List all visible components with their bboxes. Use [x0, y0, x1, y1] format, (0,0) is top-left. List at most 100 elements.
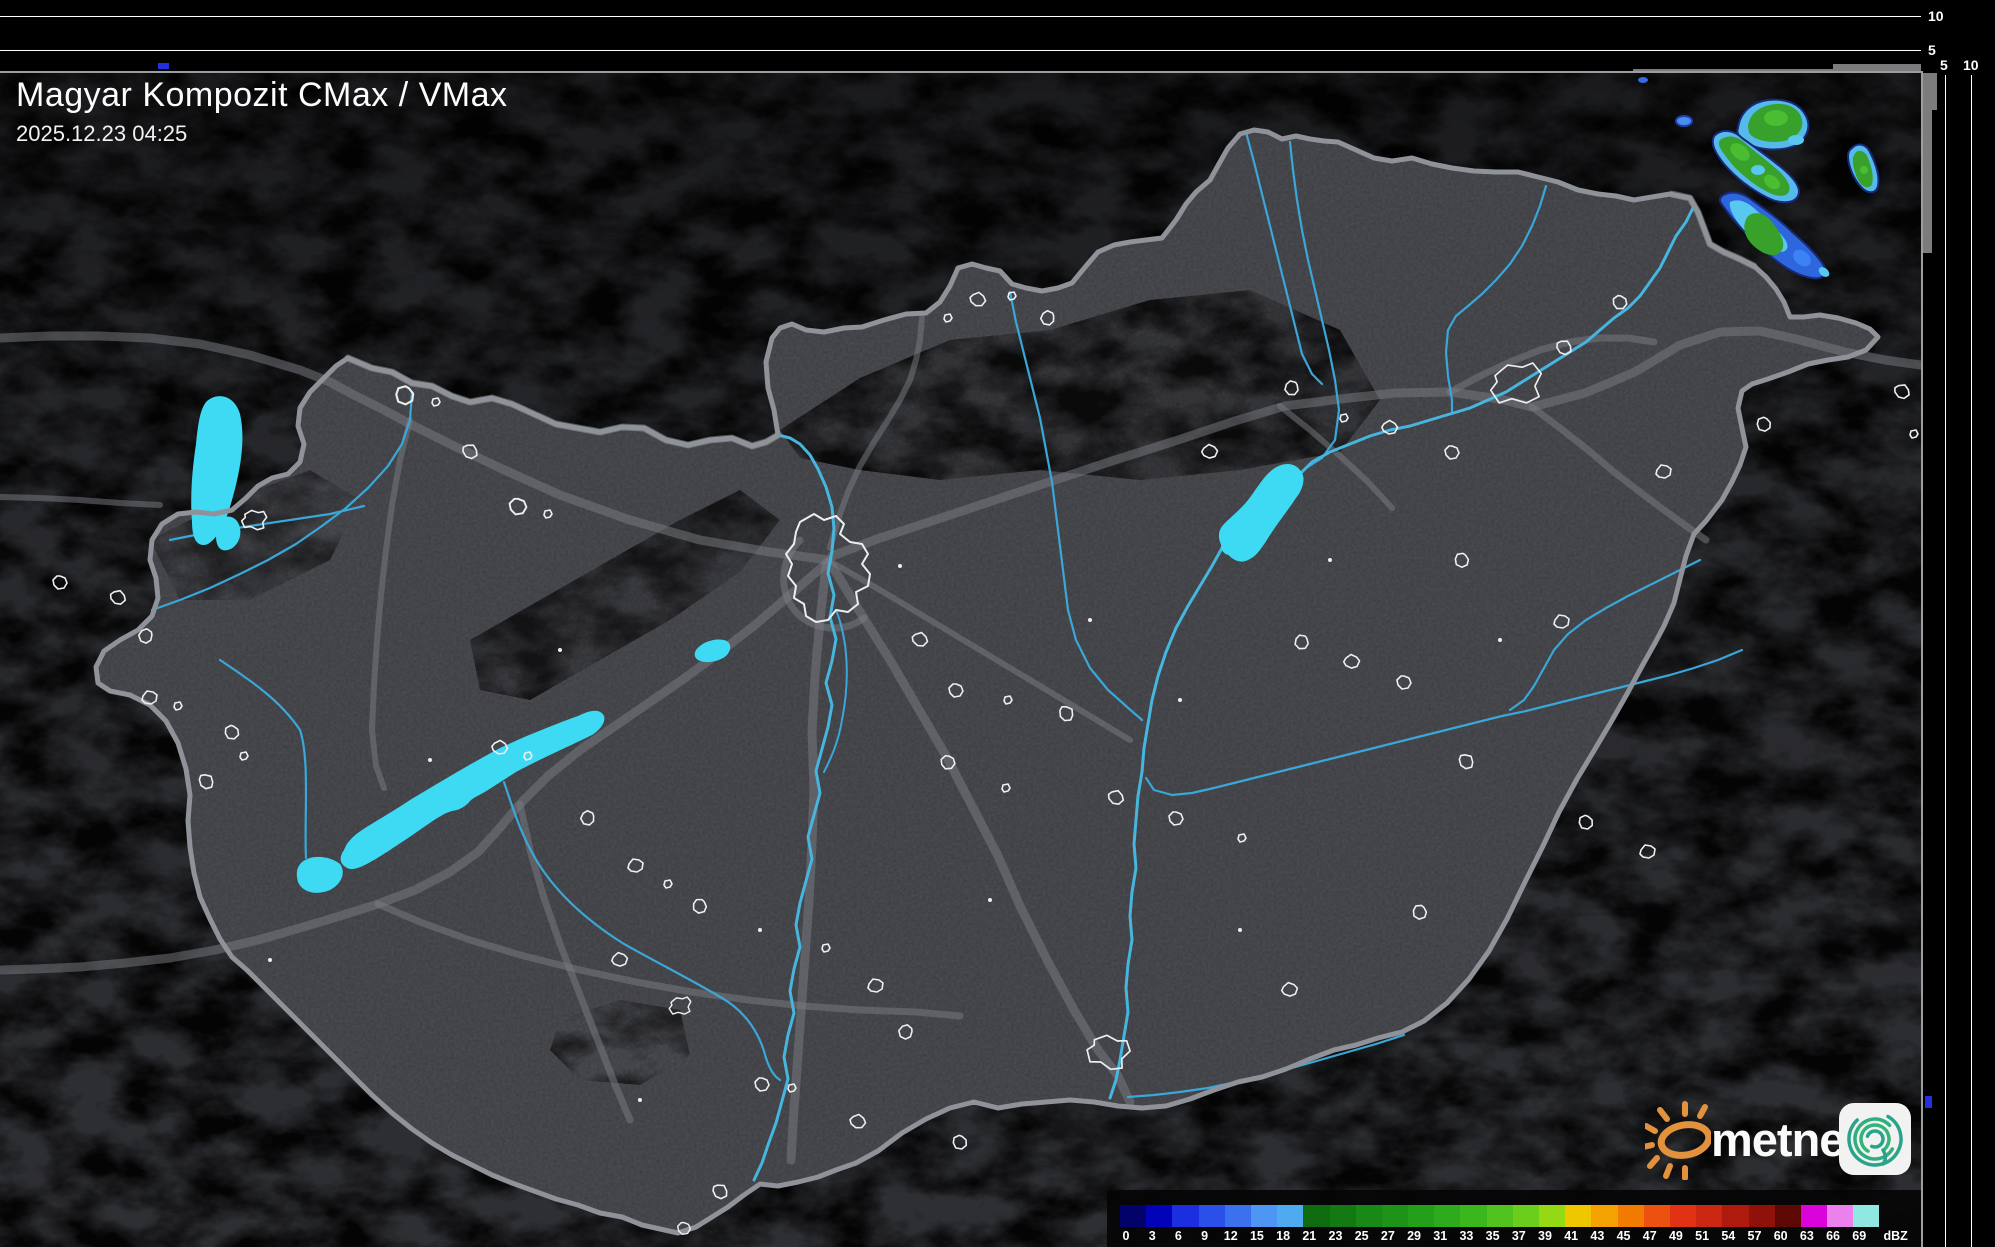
right-profile-histogram-low	[1923, 110, 1932, 253]
road-east-branch	[1277, 403, 1395, 511]
right-profile-tick-5: 5	[1940, 57, 1948, 73]
metnet-logo: metnet	[1640, 1098, 1915, 1181]
dbz-cell: 45	[1617, 1205, 1644, 1243]
road-west-exit	[0, 494, 163, 508]
dbz-cell-label: 39	[1538, 1229, 1552, 1243]
top-profile-blue-marker	[158, 63, 169, 69]
dbz-cell-label: 45	[1616, 1229, 1631, 1243]
dbz-cell: 12	[1224, 1205, 1251, 1243]
dbz-cell: 54	[1721, 1205, 1749, 1243]
road-north	[827, 315, 925, 551]
echo-cell-east	[1847, 143, 1880, 194]
lake-ferto-sliver	[216, 516, 241, 551]
map-canvas	[0, 73, 1926, 1247]
dbz-cell-label: 37	[1511, 1229, 1526, 1243]
radar-map: Magyar Kompozit CMax / VMax 2025.12.23 0…	[0, 73, 1926, 1247]
dbz-cell-label: 63	[1799, 1229, 1814, 1243]
road-network	[0, 315, 1926, 1165]
road-nyiregyhaza	[1446, 334, 1658, 396]
dbz-cell-label: 23	[1328, 1229, 1343, 1243]
dbz-cell: 29	[1407, 1205, 1435, 1243]
dbz-cell: 9	[1198, 1205, 1225, 1243]
dbz-cell-label: 49	[1668, 1229, 1683, 1243]
dbz-cell: 51	[1695, 1205, 1723, 1243]
dbz-cell-label: 60	[1773, 1229, 1788, 1243]
dbz-cell-label: 31	[1433, 1229, 1448, 1243]
dbz-cell-label: 66	[1826, 1229, 1841, 1243]
dbz-cell: 66	[1826, 1205, 1854, 1243]
dbz-legend: 0 3 6 9 12 15 18 21 23 25 27 29 31 33 35 37 39 41 43 45 47 49…	[1107, 1190, 1921, 1247]
dbz-cell: 60	[1774, 1205, 1801, 1243]
lake-tisza	[1218, 464, 1304, 562]
page-title: Magyar Kompozit CMax / VMax	[16, 76, 508, 114]
river-raba	[150, 390, 414, 612]
dbz-cell: 69	[1852, 1205, 1880, 1243]
map-right-border	[1921, 71, 1923, 1247]
road-m35	[1528, 403, 1710, 544]
river-danube-arm	[823, 609, 848, 773]
dbz-cell-label: 25	[1354, 1229, 1369, 1243]
dbz-cell-label: 43	[1590, 1229, 1605, 1243]
river-tisza	[1108, 204, 1696, 1100]
river-koros-branch	[1508, 558, 1702, 712]
dbz-cell: 25	[1355, 1205, 1382, 1243]
road-ring-m0	[780, 536, 868, 632]
dbz-scale-cells: 0 3 6 9 12 15 18 21 23 25 27 29 31 33 35 37 39 41 43 45 47 49…	[1120, 1205, 1880, 1243]
dbz-cell: 15	[1250, 1205, 1278, 1243]
river-zagyva	[1008, 290, 1144, 722]
dbz-cell-label: 9	[1201, 1229, 1209, 1243]
river-koros	[1144, 648, 1744, 797]
dbz-cell-label: 12	[1223, 1229, 1238, 1243]
settlements	[52, 289, 1919, 1236]
dbz-cell: 21	[1302, 1205, 1330, 1243]
river-hernad	[1244, 130, 1324, 386]
lake-kis-balaton	[296, 856, 343, 893]
dbz-unit-label: dBZ	[1883, 1229, 1908, 1243]
lake-balaton	[340, 710, 605, 870]
dbz-cell: 0	[1120, 1205, 1147, 1243]
dbz-cell-label: 21	[1302, 1229, 1317, 1243]
lakes	[191, 396, 1304, 893]
dbz-cell-label: 29	[1407, 1229, 1422, 1243]
top-profile-gridline-5	[0, 50, 1921, 51]
dbz-cell-label: 6	[1174, 1229, 1182, 1243]
lake-ferto	[191, 396, 243, 546]
settlement-dots	[268, 558, 1502, 1102]
dbz-cell-label: 57	[1747, 1229, 1762, 1243]
river-sio	[502, 780, 782, 1082]
map-top-border	[0, 71, 1921, 73]
road-gyor-south	[369, 417, 413, 791]
dbz-cell: 39	[1538, 1205, 1566, 1243]
right-profile-gridline-10	[1971, 75, 1972, 1247]
top-profile-gridline-10	[0, 16, 1921, 17]
road-south-eastwest	[374, 900, 964, 1020]
echo-cell-small	[1675, 115, 1693, 127]
dbz-cell: 41	[1564, 1205, 1592, 1243]
radar-echoes	[1638, 77, 1880, 280]
dbz-cell-label: 35	[1485, 1229, 1500, 1243]
dbz-cell: 63	[1800, 1205, 1828, 1243]
dbz-cell-label: 3	[1148, 1229, 1156, 1243]
dbz-cell-label: 54	[1721, 1229, 1736, 1243]
right-profile-gridline-5	[1945, 75, 1946, 1247]
dbz-cell: 33	[1459, 1205, 1487, 1243]
dbz-cell: 43	[1590, 1205, 1618, 1243]
dbz-cell-label: 27	[1380, 1229, 1395, 1243]
top-profile-tick-10: 10	[1928, 8, 1944, 24]
river-zala	[218, 658, 308, 860]
river-network	[150, 130, 1744, 1185]
timestamp: 2025.12.23 04:25	[16, 121, 188, 146]
dbz-cell: 37	[1512, 1205, 1539, 1243]
road-m7	[0, 557, 833, 975]
river-bodrog	[1444, 184, 1548, 414]
echo-cell-south	[1718, 191, 1830, 280]
top-profile-histogram-high	[1833, 64, 1921, 73]
dbz-cell: 27	[1381, 1205, 1409, 1243]
dbz-cell-label: 33	[1459, 1229, 1474, 1243]
dbz-cell-label: 47	[1642, 1229, 1657, 1243]
dbz-cell: 35	[1486, 1205, 1513, 1243]
echo-cell-tiny	[1638, 77, 1648, 83]
dbz-cell-label: 15	[1249, 1229, 1264, 1243]
right-profile-tick-10: 10	[1963, 57, 1979, 73]
